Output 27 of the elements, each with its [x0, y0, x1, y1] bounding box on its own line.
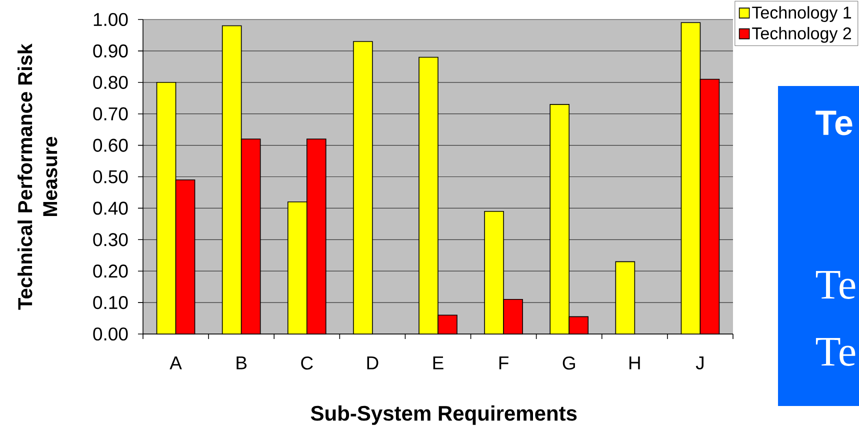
x-axis-title: Sub-System Requirements: [310, 405, 577, 425]
y-tick-label: 0.40: [93, 202, 128, 215]
y-tick-label: 0.20: [93, 264, 128, 278]
y-tick-label: 0.50: [93, 170, 128, 184]
x-tick-label: G: [562, 356, 575, 370]
y-tick-label: 0.80: [93, 76, 128, 89]
y-axis-title: Technical Performance Risk Measure: [18, 44, 58, 310]
legend-label: Technology 2: [752, 26, 851, 43]
y-tick-label: 0.90: [93, 44, 128, 58]
text: Te: [816, 110, 852, 136]
y-tick-label: 1.00: [94, 12, 128, 26]
x-tick-label: A: [170, 356, 182, 370]
x-tick-label: J: [696, 356, 704, 370]
y-tick-label: 0.10: [93, 296, 128, 310]
legend-label: Technology 1: [752, 6, 852, 22]
x-tick-label: C: [301, 356, 313, 370]
x-tick-label: B: [236, 356, 247, 370]
text: Te: [816, 271, 856, 299]
y-tick-label: 0.70: [93, 107, 128, 120]
y-tick-label: 0.60: [93, 138, 128, 152]
x-tick-label: F: [499, 356, 508, 370]
y-tick-label: 0.30: [93, 233, 128, 246]
x-tick-label: D: [367, 356, 378, 370]
x-tick-label: H: [630, 356, 640, 370]
x-tick-label: E: [433, 356, 444, 370]
text: Te: [816, 338, 856, 366]
y-tick-label: 0.00: [93, 327, 128, 341]
